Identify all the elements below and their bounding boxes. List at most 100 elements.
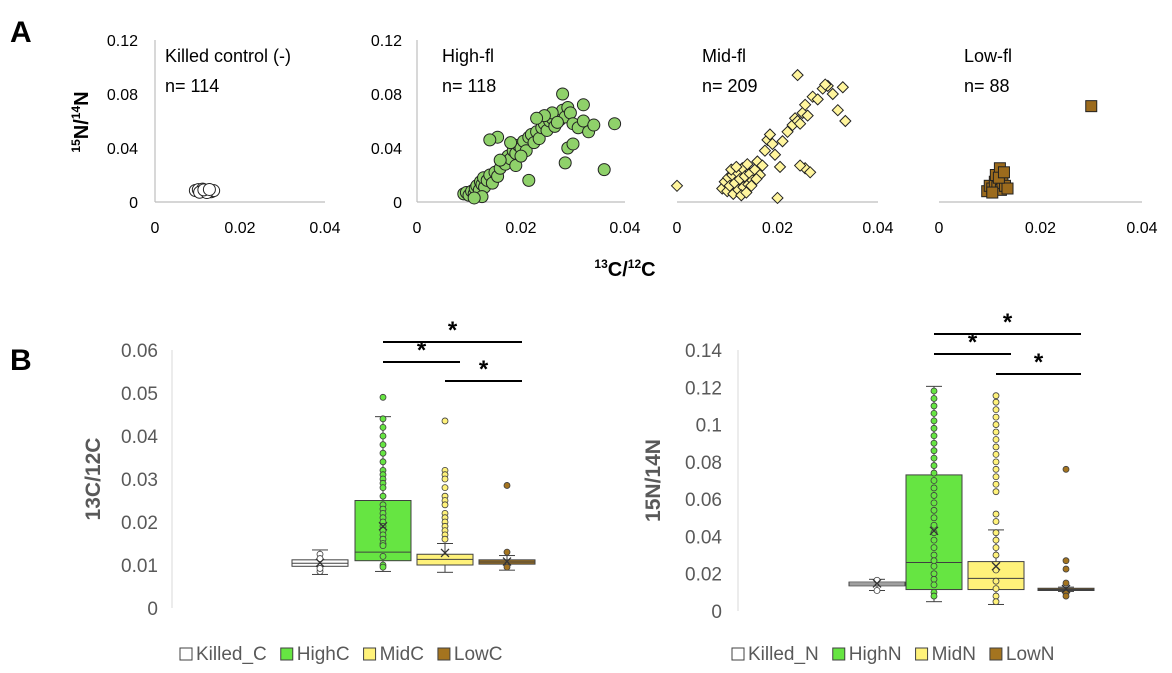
boxplot-2-y-tick-label: 0.12 [685,378,722,399]
boxplot-2-midn-point [992,458,1000,466]
boxplot-2-killed-n-mean-marker [872,578,882,588]
boxplot-2-legend-label: LowN [1006,644,1055,665]
scatter-3-point [756,159,769,172]
boxplot-1-legend-swatch [280,647,294,661]
scatter-1-title: Killed control (-) [165,46,291,66]
scatter-2-point [556,87,570,101]
scatter-1-x-tick-label: 0.02 [224,220,255,237]
scatter-1-y-tick-label: 0.12 [107,33,138,50]
scatter-y-sup1: 15 [69,139,83,153]
scatter-2-x-tick-label: 0 [413,220,422,237]
boxplot-1-highc-point [379,563,387,571]
scatter-3-point [758,144,772,157]
scatter-x-sup2: 12 [628,257,642,271]
scatter-y-tail: N [71,91,93,105]
scatter-2-point [563,106,577,120]
scatter-2-y-tick-label: 0.12 [371,33,402,50]
boxplot-2-highn-point [930,484,938,492]
boxplot-2-y-tick-label: 0.04 [685,527,722,548]
boxplot-2-highn-point [930,499,938,507]
boxplot-1-lowc-mean-marker [502,557,512,567]
boxplot-1-midc-point [441,501,449,509]
scatter-1-n-label: n= 114 [165,76,219,96]
boxplot-2-y-tick-label: 0.14 [685,341,722,362]
scatter-3-point [798,98,812,112]
boxplot-1-y-axis-label: 13C/12C [82,438,105,521]
scatter-3-point [826,87,839,101]
boxplot-1-y-tick-label: 0.06 [121,341,158,362]
boxplot-2-midn-point [992,518,1000,525]
scatter-3-n-label: n= 209 [702,76,758,96]
boxplot-1-highc-point [379,492,387,500]
scatter-3-point [773,160,787,174]
scatter-3-point [819,78,832,91]
boxplot-1-y-tick-label: 0 [147,599,158,620]
boxplot-1-y-tick-label: 0.01 [121,556,158,577]
scatter-4-x-tick-label: 0.04 [1126,220,1157,237]
boxplot-2-y-axis-label: 15N/14N [642,439,665,522]
boxplot-2-significance-star: * [968,329,978,356]
boxplot-2-legend-label: HighN [849,644,902,665]
boxplot-2-midn-point [992,529,1000,537]
scatter-4-n-label: n= 88 [964,76,1010,96]
scatter-3-x-tick-label: 0.02 [762,220,793,237]
boxplot-1-legend-label: MidC [380,644,424,665]
boxplot-2-highn-point [930,521,938,529]
boxplot-2-midn-point [992,450,1000,458]
boxplot-1-legend-swatch [437,647,451,661]
plots-layer: 0 0.02 0.04 0 0.04 0.08 0.12 Killed control (-)… [82,33,1158,665]
scatter-2-point [514,149,528,163]
scatter-3-point [766,137,779,151]
scatter-2-title: High-fl [442,46,494,66]
boxplot-2-y-tick-label: 0.02 [685,565,722,586]
boxplot-2-midn-point [992,510,1000,518]
scatter-3-point [763,128,777,141]
boxplot-1-midc-mean-marker [440,548,450,558]
boxplot-1-killed-c-point [316,555,324,562]
scatter-x-tail: C [641,259,655,281]
scatter-2-point [576,98,590,112]
boxplot-1-legend-label: Killed_C [196,644,267,665]
panel-label-b: B [10,344,32,377]
scatter-2-x-tick-label: 0.04 [609,220,640,237]
boxplot-1-y-tick-label: 0.04 [121,427,158,448]
scatter-3-point [811,93,824,106]
scatter-3-point [793,117,807,130]
scatter-4-point [1085,100,1098,113]
scatter-3-point [836,81,850,94]
boxplot-2-midn-point [992,585,1000,593]
boxplot-1-highc-point [379,484,387,492]
boxplot-1-highc-point [379,423,387,431]
scatter-2-point [558,156,572,170]
boxplot-2-midn-point [992,406,1000,414]
boxplot-2-y-tick-label: 0.1 [696,416,722,437]
boxplot-2-midn-point [992,465,1000,473]
boxplot-2-highn-point [930,417,938,425]
scatter-y-sup2: 14 [69,106,83,120]
boxplot-2-legend-swatch [915,647,929,661]
boxplot-2-midn-point [992,577,1000,585]
boxplot-2-highn-point [930,402,938,410]
boxplot-1-midc-point [441,535,449,543]
scatter-4-point [1001,182,1014,195]
scatter-4-point [986,186,999,199]
boxplot-2-lown-point [1062,592,1070,600]
scatter-3-point [745,179,758,193]
boxplot-2-lown-point [1062,465,1070,473]
scatter-2-point [597,163,611,177]
boxplot-1-midc-point [441,417,449,425]
scatter-3-point [831,103,845,117]
boxplot-2-y-tick-label: 0.08 [685,453,722,474]
boxplot-1-lowc-point [503,548,511,556]
scatter-3-point [791,68,804,82]
scatter-2-point [522,173,536,187]
scatter-3-point [768,148,782,161]
boxplot-2-highn-point [930,424,938,432]
boxplot-1-significance-star: * [417,337,427,364]
boxplot-2-midn-mean-marker [991,561,1001,571]
scatter-2-y-tick-label: 0 [393,195,402,212]
boxplot-1-lowc-point [503,482,511,489]
scatter-3-point [670,179,684,193]
boxplot-2-highn-point [930,432,938,440]
scatter-2-point [587,118,601,132]
